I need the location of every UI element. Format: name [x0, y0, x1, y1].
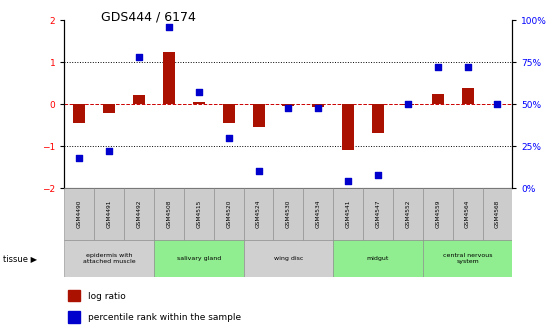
Bar	[333, 240, 423, 277]
Bar	[312, 104, 324, 107]
Text: epidermis with
attached muscle: epidermis with attached muscle	[83, 253, 136, 264]
Text: tissue ▶: tissue ▶	[3, 254, 37, 263]
Text: GSM4491: GSM4491	[107, 200, 111, 228]
Bar	[393, 188, 423, 240]
Text: GSM4524: GSM4524	[256, 200, 261, 228]
Text: GSM4492: GSM4492	[137, 200, 142, 228]
Bar	[432, 94, 444, 104]
Point	[433, 65, 442, 70]
Bar	[154, 240, 244, 277]
Point	[314, 105, 323, 110]
Text: midgut: midgut	[367, 256, 389, 261]
Text: GSM4520: GSM4520	[226, 200, 231, 228]
Bar	[73, 104, 85, 123]
Text: GSM4559: GSM4559	[435, 200, 440, 228]
Text: wing disc: wing disc	[274, 256, 303, 261]
Point	[254, 169, 263, 174]
Text: GSM4515: GSM4515	[197, 200, 201, 228]
Point	[374, 172, 382, 177]
Text: salivary gland: salivary gland	[176, 256, 221, 261]
Bar	[423, 240, 512, 277]
Point	[75, 155, 84, 161]
Bar	[304, 188, 333, 240]
Bar	[333, 188, 363, 240]
Bar	[342, 104, 354, 151]
Bar	[483, 188, 512, 240]
Bar	[64, 188, 94, 240]
Point	[344, 179, 353, 184]
Text: GSM4564: GSM4564	[465, 200, 470, 228]
Text: central nervous
system: central nervous system	[443, 253, 492, 264]
Bar	[244, 188, 273, 240]
Bar	[372, 104, 384, 133]
Bar	[253, 104, 264, 127]
Text: GSM4547: GSM4547	[376, 200, 380, 228]
Bar	[68, 311, 80, 323]
Bar	[64, 240, 154, 277]
Point	[194, 90, 203, 95]
Bar	[223, 104, 235, 123]
Bar	[154, 188, 184, 240]
Bar	[163, 52, 175, 104]
Point	[493, 101, 502, 107]
Text: percentile rank within the sample: percentile rank within the sample	[88, 313, 241, 322]
Bar	[402, 104, 414, 105]
Point	[134, 54, 143, 60]
Bar	[461, 88, 474, 104]
Bar	[94, 188, 124, 240]
Text: GSM4552: GSM4552	[405, 200, 410, 228]
Text: GDS444 / 6174: GDS444 / 6174	[101, 10, 195, 23]
Point	[463, 65, 472, 70]
Point	[284, 105, 293, 110]
Text: GSM4530: GSM4530	[286, 200, 291, 228]
Text: GSM4534: GSM4534	[316, 200, 321, 228]
Bar	[103, 104, 115, 113]
Bar	[244, 240, 333, 277]
Bar	[282, 104, 295, 106]
Bar	[214, 188, 244, 240]
Text: GSM4490: GSM4490	[77, 200, 82, 228]
Bar	[423, 188, 452, 240]
Text: GSM4568: GSM4568	[495, 200, 500, 228]
Bar	[273, 188, 304, 240]
Point	[403, 101, 412, 107]
Text: GSM4541: GSM4541	[346, 200, 351, 228]
Point	[165, 24, 174, 30]
Bar	[184, 188, 214, 240]
Point	[105, 149, 114, 154]
Bar	[363, 188, 393, 240]
Text: log ratio: log ratio	[88, 292, 125, 301]
Text: GSM4508: GSM4508	[166, 200, 171, 228]
Bar	[68, 290, 80, 301]
Bar	[452, 188, 483, 240]
Bar	[124, 188, 154, 240]
Point	[224, 135, 233, 140]
Bar	[133, 95, 145, 104]
Bar	[193, 102, 205, 104]
